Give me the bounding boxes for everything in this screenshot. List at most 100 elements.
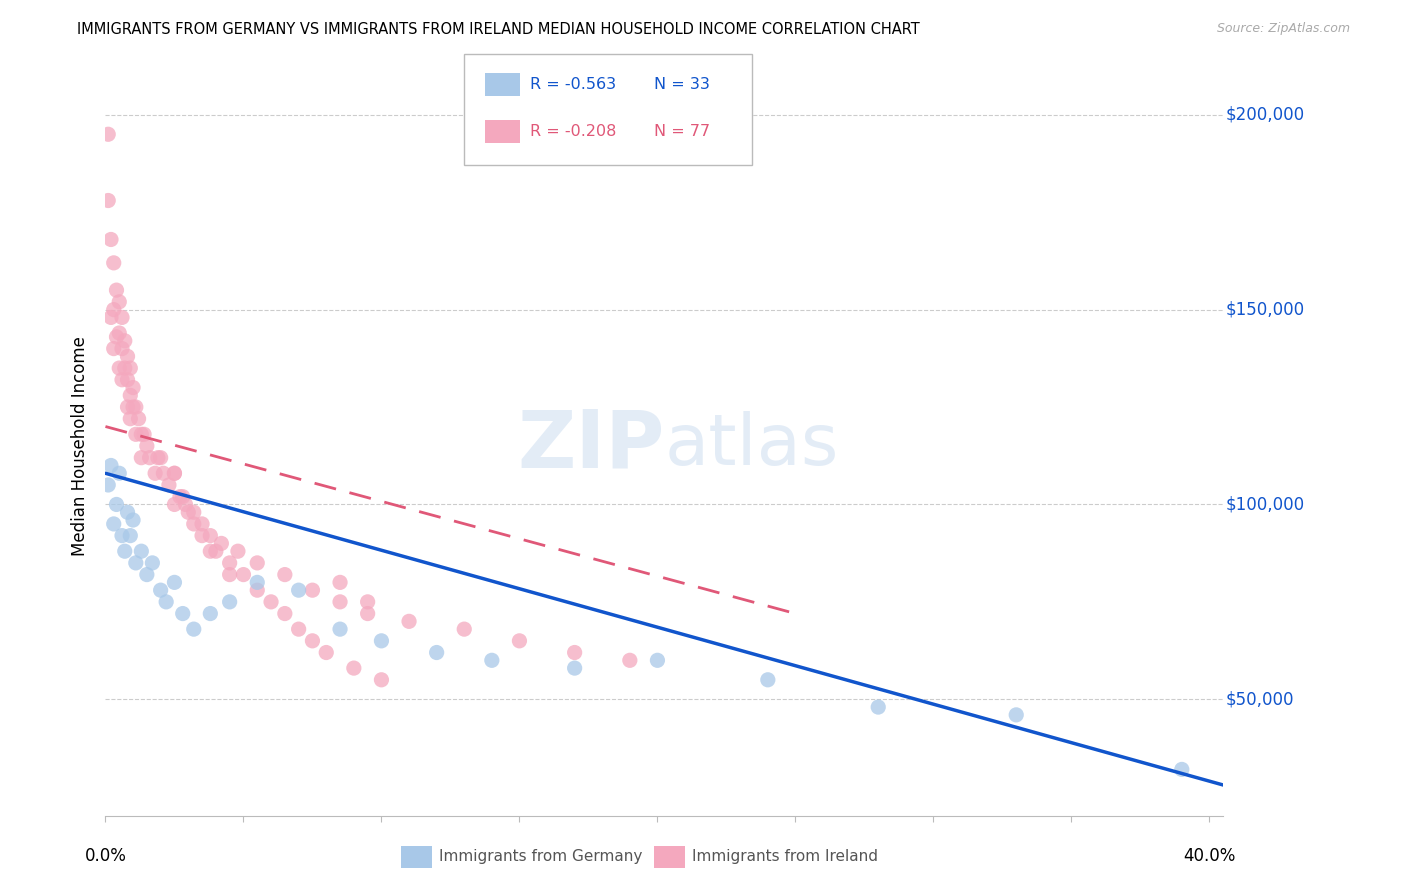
- Point: [157, 478, 180, 492]
- Point: [508, 633, 530, 648]
- Text: $150,000: $150,000: [1226, 301, 1305, 318]
- Point: [105, 498, 128, 512]
- Point: [114, 361, 136, 376]
- Point: [619, 653, 641, 667]
- Point: [111, 310, 134, 325]
- Point: [135, 567, 157, 582]
- Point: [117, 400, 139, 414]
- Point: [100, 232, 122, 246]
- Point: [209, 536, 232, 550]
- Text: N = 33: N = 33: [654, 78, 710, 92]
- Point: [120, 528, 142, 542]
- Point: [868, 700, 890, 714]
- Point: [356, 595, 378, 609]
- Point: [329, 595, 352, 609]
- Point: [218, 595, 240, 609]
- Point: [301, 583, 323, 598]
- Point: [564, 661, 586, 675]
- Text: R = -0.208: R = -0.208: [530, 124, 616, 138]
- Text: N = 77: N = 77: [654, 124, 710, 138]
- Point: [169, 490, 191, 504]
- Point: [274, 607, 297, 621]
- Point: [647, 653, 669, 667]
- Point: [1005, 707, 1028, 722]
- Point: [232, 567, 254, 582]
- Point: [191, 528, 214, 542]
- Point: [149, 450, 172, 465]
- Y-axis label: Median Household Income: Median Household Income: [72, 336, 90, 556]
- Point: [103, 302, 125, 317]
- Point: [246, 556, 269, 570]
- Point: [163, 467, 186, 481]
- Point: [122, 513, 145, 527]
- Point: [122, 380, 145, 394]
- Point: [131, 544, 153, 558]
- Point: [117, 350, 139, 364]
- Point: [246, 575, 269, 590]
- Point: [149, 583, 172, 598]
- Point: [218, 556, 240, 570]
- Point: [260, 595, 283, 609]
- Point: [125, 556, 148, 570]
- Point: [114, 334, 136, 348]
- Point: [315, 646, 337, 660]
- Point: [146, 450, 169, 465]
- Point: [177, 505, 200, 519]
- Point: [183, 622, 205, 636]
- Point: [108, 326, 131, 340]
- Text: ZIP: ZIP: [517, 407, 665, 485]
- Point: [163, 575, 186, 590]
- Point: [97, 194, 120, 208]
- Point: [191, 516, 214, 531]
- Point: [131, 427, 153, 442]
- Point: [143, 467, 166, 481]
- Point: [370, 633, 392, 648]
- Point: [172, 607, 194, 621]
- Point: [108, 294, 131, 309]
- Point: [426, 646, 449, 660]
- Point: [343, 661, 366, 675]
- Text: Immigrants from Ireland: Immigrants from Ireland: [692, 849, 877, 863]
- Point: [155, 595, 177, 609]
- Point: [103, 342, 125, 356]
- Text: $200,000: $200,000: [1226, 106, 1305, 124]
- Point: [218, 567, 240, 582]
- Point: [120, 388, 142, 402]
- Point: [97, 478, 120, 492]
- Point: [163, 498, 186, 512]
- Point: [111, 342, 134, 356]
- Point: [122, 400, 145, 414]
- Text: $100,000: $100,000: [1226, 495, 1305, 514]
- Point: [100, 458, 122, 473]
- Point: [329, 622, 352, 636]
- Point: [226, 544, 249, 558]
- Point: [152, 467, 174, 481]
- Point: [205, 544, 228, 558]
- Point: [97, 128, 120, 142]
- Point: [108, 361, 131, 376]
- Point: [274, 567, 297, 582]
- Point: [172, 490, 194, 504]
- Point: [100, 310, 122, 325]
- Text: atlas: atlas: [665, 411, 839, 481]
- Point: [111, 528, 134, 542]
- Point: [564, 646, 586, 660]
- Point: [103, 256, 125, 270]
- Point: [1171, 763, 1194, 777]
- Text: 0.0%: 0.0%: [84, 847, 127, 865]
- Point: [141, 556, 163, 570]
- Point: [287, 622, 309, 636]
- Text: IMMIGRANTS FROM GERMANY VS IMMIGRANTS FROM IRELAND MEDIAN HOUSEHOLD INCOME CORRE: IMMIGRANTS FROM GERMANY VS IMMIGRANTS FR…: [77, 22, 920, 37]
- Text: Source: ZipAtlas.com: Source: ZipAtlas.com: [1216, 22, 1350, 36]
- Text: $50,000: $50,000: [1226, 690, 1294, 708]
- Point: [132, 427, 155, 442]
- Point: [114, 544, 136, 558]
- Point: [108, 467, 131, 481]
- Point: [453, 622, 475, 636]
- Point: [117, 505, 139, 519]
- Point: [117, 373, 139, 387]
- Point: [756, 673, 779, 687]
- Point: [135, 439, 157, 453]
- Point: [287, 583, 309, 598]
- Point: [163, 467, 186, 481]
